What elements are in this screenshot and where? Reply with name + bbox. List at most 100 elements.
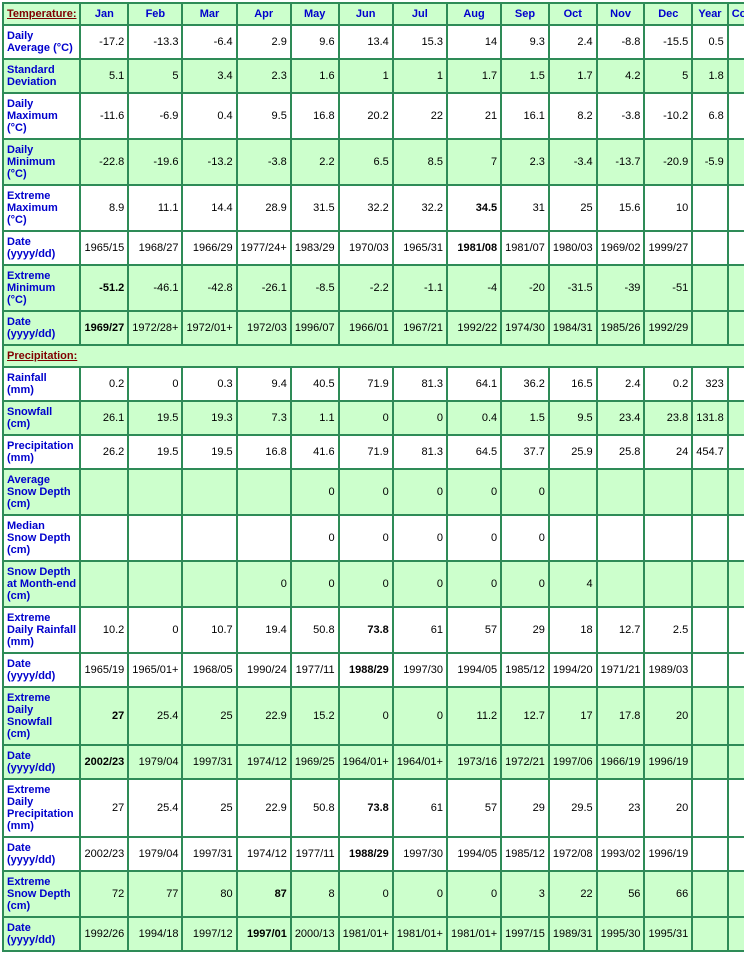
cell: 25.4 — [129, 688, 181, 744]
cell: 1972/21 — [502, 746, 548, 778]
cell: 64.5 — [448, 436, 500, 468]
cell: 3.4 — [183, 60, 235, 92]
cell: 15.2 — [292, 688, 338, 744]
cell: -6.9 — [129, 94, 181, 138]
cell: A — [729, 402, 744, 434]
cell — [238, 470, 290, 514]
cell: 22.9 — [238, 780, 290, 836]
header-dec: Dec — [645, 4, 691, 24]
cell: 1.6 — [292, 60, 338, 92]
header-feb: Feb — [129, 4, 181, 24]
cell: 10.7 — [183, 608, 235, 652]
cell — [183, 470, 235, 514]
cell: 1971/21 — [598, 654, 644, 686]
cell: 0 — [340, 562, 392, 606]
cell: 19.5 — [129, 402, 181, 434]
cell: 87 — [238, 872, 290, 916]
cell: 1 — [394, 60, 446, 92]
cell: -8.5 — [292, 266, 338, 310]
precipitation-header: Precipitation: — [4, 346, 744, 366]
cell: C — [729, 562, 744, 606]
cell: 0 — [129, 608, 181, 652]
cell — [645, 562, 691, 606]
cell: 4 — [550, 562, 596, 606]
cell: 23.8 — [645, 402, 691, 434]
cell: -15.5 — [645, 26, 691, 58]
cell: 454.7 — [693, 436, 727, 468]
cell: 9.6 — [292, 26, 338, 58]
cell: 1966/01 — [340, 312, 392, 344]
cell: 1995/30 — [598, 918, 644, 950]
cell: 0.3 — [183, 368, 235, 400]
cell: 26.2 — [81, 436, 127, 468]
cell: 0 — [129, 368, 181, 400]
cell: 20 — [645, 780, 691, 836]
cell: 0.4 — [183, 94, 235, 138]
data-row: Precipitation (mm)26.219.519.516.841.671… — [4, 436, 744, 468]
cell: 77 — [129, 872, 181, 916]
header-jul: Jul — [394, 4, 446, 24]
cell: 1977/11 — [292, 654, 338, 686]
cell: -31.5 — [550, 266, 596, 310]
cell: 25 — [183, 688, 235, 744]
cell: 56 — [598, 872, 644, 916]
cell: 0 — [448, 470, 500, 514]
cell: 0 — [394, 562, 446, 606]
row-label: Daily Maximum (°C) — [4, 94, 79, 138]
data-row: Date (yyyy/dd)2002/231979/041997/311974/… — [4, 838, 744, 870]
cell: A — [729, 94, 744, 138]
cell: 1.7 — [448, 60, 500, 92]
cell: 19.3 — [183, 402, 235, 434]
cell: 0 — [448, 516, 500, 560]
cell: 29 — [502, 608, 548, 652]
cell: -3.8 — [598, 94, 644, 138]
cell: -2.2 — [340, 266, 392, 310]
row-label: Extreme Daily Rainfall (mm) — [4, 608, 79, 652]
data-row: Extreme Daily Rainfall (mm)10.2010.719.4… — [4, 608, 744, 652]
row-label: Date (yyyy/dd) — [4, 746, 79, 778]
header-mar: Mar — [183, 4, 235, 24]
cell: 14.4 — [183, 186, 235, 230]
cell: A — [729, 368, 744, 400]
cell: 0.4 — [448, 402, 500, 434]
cell: 1968/27 — [129, 232, 181, 264]
cell: 6.8 — [693, 94, 727, 138]
cell: -6.4 — [183, 26, 235, 58]
cell: 19.4 — [238, 608, 290, 652]
cell: 1997/01 — [238, 918, 290, 950]
header-apr: Apr — [238, 4, 290, 24]
cell: 9.3 — [502, 26, 548, 58]
cell: 1996/07 — [292, 312, 338, 344]
cell: 61 — [394, 780, 446, 836]
cell: 1994/20 — [550, 654, 596, 686]
cell: 1997/12 — [183, 918, 235, 950]
cell: 1997/31 — [183, 746, 235, 778]
row-label: Date (yyyy/dd) — [4, 654, 79, 686]
cell: 1.5 — [502, 60, 548, 92]
cell: 17 — [550, 688, 596, 744]
cell: 24 — [645, 436, 691, 468]
data-row: Daily Minimum (°C)-22.8-19.6-13.2-3.82.2… — [4, 140, 744, 184]
cell: 31.5 — [292, 186, 338, 230]
cell: -51 — [645, 266, 691, 310]
cell: 1981/01+ — [394, 918, 446, 950]
cell: 1985/26 — [598, 312, 644, 344]
cell: 0 — [292, 562, 338, 606]
cell: 1 — [340, 60, 392, 92]
cell — [729, 872, 744, 916]
data-row: Extreme Daily Snowfall (cm)2725.42522.91… — [4, 688, 744, 744]
cell — [729, 838, 744, 870]
cell: 16.5 — [550, 368, 596, 400]
cell: 1993/02 — [598, 838, 644, 870]
cell: 1972/03 — [238, 312, 290, 344]
cell: 1974/12 — [238, 838, 290, 870]
cell: -10.2 — [645, 94, 691, 138]
cell: -13.3 — [129, 26, 181, 58]
cell: 1979/04 — [129, 746, 181, 778]
cell — [693, 608, 727, 652]
row-label: Extreme Daily Snowfall (cm) — [4, 688, 79, 744]
cell — [729, 780, 744, 836]
cell: 0 — [340, 470, 392, 514]
cell — [129, 516, 181, 560]
cell — [645, 470, 691, 514]
